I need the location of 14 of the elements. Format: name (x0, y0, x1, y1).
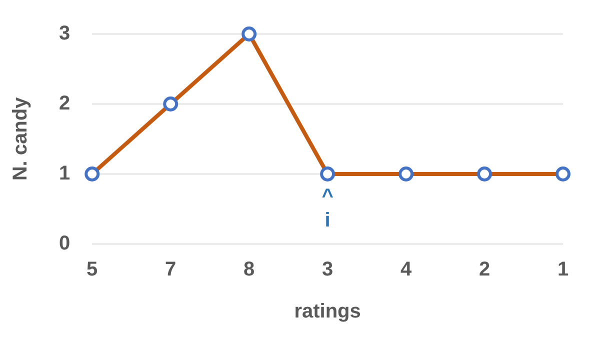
y-tick-label: 1 (59, 162, 70, 185)
x-tick-label: 4 (400, 258, 412, 281)
x-tick-label: 5 (86, 258, 98, 281)
x-tick-label: 1 (557, 258, 569, 281)
x-tick-label: 7 (165, 258, 176, 281)
y-tick-label: 3 (59, 22, 70, 45)
x-tick-label: 3 (322, 258, 334, 281)
x-tick-label: 8 (244, 258, 255, 281)
x-tick-label: 2 (478, 258, 490, 281)
y-tick-label: 2 (59, 92, 70, 115)
y-axis-title: N. candy (10, 96, 32, 181)
annotation: ^ i (322, 186, 334, 232)
x-axis-title: ratings (294, 300, 361, 323)
y-tick-label: 0 (59, 232, 70, 255)
